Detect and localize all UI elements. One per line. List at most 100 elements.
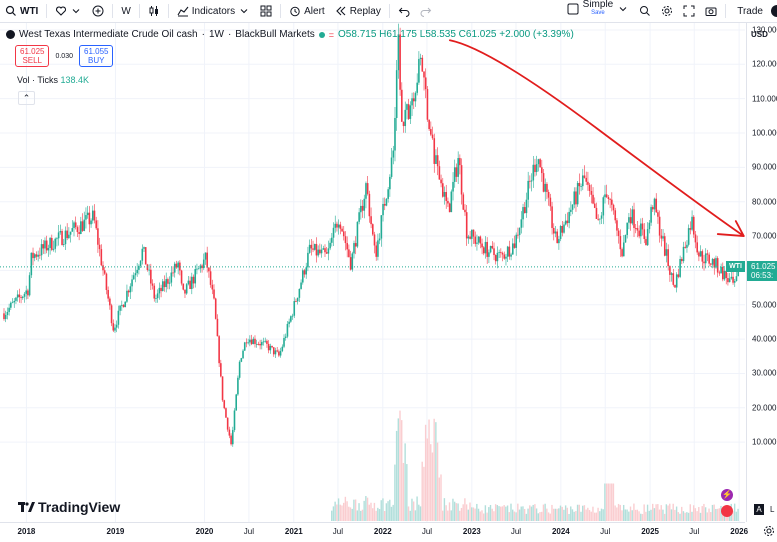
tradingview-logo[interactable]: TradingView (18, 499, 120, 515)
auto-scale-button[interactable]: A (754, 504, 764, 515)
avatar[interactable] (771, 5, 777, 17)
fullscreen-button[interactable] (678, 0, 700, 22)
volume-bar (674, 509, 676, 521)
candle (25, 290, 27, 294)
volume-bar (389, 499, 391, 521)
price-chart[interactable] (0, 23, 745, 522)
volume-bar (612, 483, 615, 521)
volume-bar (354, 499, 357, 521)
chart-type-button[interactable] (143, 0, 165, 22)
volume-bar (708, 508, 710, 521)
trade-button[interactable]: Trade (729, 0, 771, 22)
spread-value: 0.030 (55, 52, 73, 60)
candle (542, 173, 545, 192)
volume-bar (624, 509, 627, 521)
add-symbol-button[interactable] (87, 0, 109, 22)
candle (447, 200, 449, 204)
collapse-legend-button[interactable]: ⌃ (18, 91, 35, 105)
candle (397, 34, 400, 71)
price-tick-label: 110.000 (752, 94, 777, 104)
candle (35, 254, 38, 257)
indicators-button[interactable]: Indicators (172, 0, 255, 22)
candle (515, 234, 518, 248)
candle (160, 287, 162, 292)
price-axis[interactable]: USD 130.000 120.000 110.000 100.000 90.000 80… (746, 23, 777, 522)
candle (419, 57, 422, 60)
volume-bar (546, 508, 548, 521)
interval-button[interactable]: W (116, 0, 135, 22)
drawn-trend-arrow[interactable] (448, 39, 745, 237)
lightning-icon[interactable]: ⚡ (721, 489, 733, 501)
candle (556, 231, 558, 244)
candle (682, 246, 685, 262)
candle (10, 302, 12, 308)
candle (412, 98, 415, 102)
rewind-icon (335, 5, 347, 17)
candle (389, 176, 391, 190)
layouts-button[interactable] (255, 0, 277, 22)
volume-bar (658, 509, 661, 521)
candle (505, 256, 507, 259)
candle (593, 203, 596, 208)
alert-button[interactable]: Alert (284, 0, 330, 22)
volume-bar (655, 504, 657, 521)
candle (443, 192, 446, 197)
candle (658, 216, 661, 236)
volume-bar (377, 507, 379, 521)
candle (481, 243, 483, 248)
candle (80, 221, 82, 234)
volume-bar (472, 507, 475, 521)
volume-bar (643, 504, 645, 521)
snapshot-button[interactable] (700, 0, 722, 22)
volume-bar (600, 508, 603, 521)
candle (97, 228, 99, 245)
buy-button[interactable]: 61.055 BUY (79, 45, 114, 67)
settings-button[interactable] (656, 0, 678, 22)
candle (290, 316, 292, 322)
volume-bar (491, 508, 493, 521)
candle (325, 252, 328, 254)
candle (727, 278, 729, 283)
replay-button[interactable]: Replay (330, 0, 386, 22)
candle (66, 230, 68, 239)
layout-save-button[interactable]: Simple Save (562, 0, 635, 22)
volume-bar (418, 504, 420, 521)
log-scale-button[interactable]: L (770, 505, 775, 514)
us-flag-icon[interactable] (721, 505, 733, 517)
symbol-search-button[interactable]: WTI (0, 0, 43, 22)
redo-button[interactable] (415, 0, 437, 22)
candle (64, 230, 67, 245)
volume-bar (498, 506, 500, 521)
candle (247, 342, 249, 344)
quick-search-button[interactable] (634, 0, 656, 22)
gear-icon[interactable] (763, 525, 775, 537)
candle (61, 230, 63, 245)
sell-button[interactable]: 61.025 SELL (15, 45, 50, 67)
candle (581, 175, 584, 187)
candle (13, 300, 16, 303)
volume-bar (607, 483, 610, 521)
candle (493, 248, 495, 256)
volume-bar (494, 504, 497, 521)
volume-bar (542, 504, 545, 521)
volume-bar (477, 508, 480, 521)
candle (564, 220, 567, 225)
volume-bar (677, 512, 680, 521)
bar-countdown: 06:53: (751, 270, 774, 280)
symbol-title[interactable]: West Texas Intermediate Crude Oil cash (19, 29, 198, 40)
time-axis[interactable]: 2018 2019 2020 Jul 2021 Jul 2022 Jul 2023 Jul 2024… (0, 522, 748, 542)
candle (431, 134, 434, 139)
candle (337, 224, 340, 228)
candle (194, 269, 197, 284)
compare-button[interactable] (50, 0, 87, 22)
volume-bar (530, 506, 533, 521)
volume-bar (380, 500, 382, 521)
candle (448, 203, 451, 213)
candle (657, 212, 659, 217)
price-tick-label: 100.000 (752, 128, 777, 138)
candle (332, 227, 335, 238)
volume-bar (597, 507, 599, 521)
candle (3, 313, 5, 320)
candle (503, 254, 506, 259)
undo-button[interactable] (393, 0, 415, 22)
